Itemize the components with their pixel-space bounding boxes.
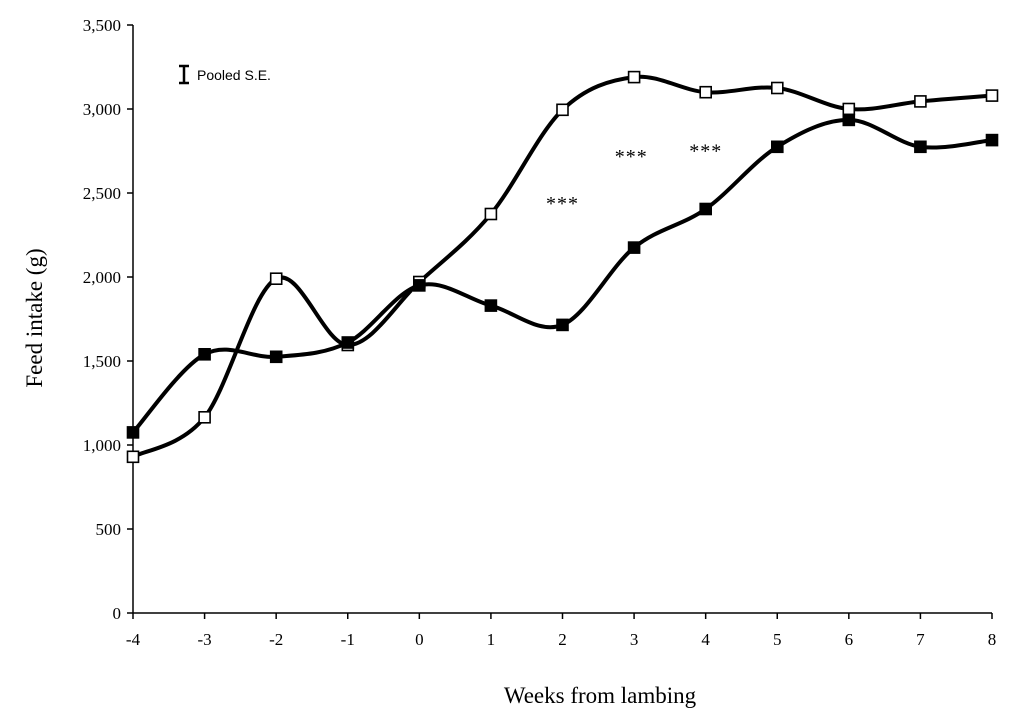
y-tick-label: 500 bbox=[96, 520, 122, 539]
annotations: *** *** *** bbox=[546, 141, 722, 215]
series-1-point bbox=[198, 410, 211, 424]
x-tick-label: 8 bbox=[988, 630, 997, 649]
significance-annotation: *** bbox=[689, 141, 722, 163]
series-lines bbox=[131, 74, 993, 459]
x-tick-label: 3 bbox=[630, 630, 639, 649]
significance-annotation: *** bbox=[546, 193, 579, 215]
legend-label: Pooled S.E. bbox=[197, 67, 271, 83]
x-tick-label: -3 bbox=[197, 630, 211, 649]
series-2-point bbox=[198, 347, 211, 361]
x-tick-label: -4 bbox=[126, 630, 141, 649]
series-1-point bbox=[985, 89, 999, 102]
series-2-point bbox=[126, 426, 140, 439]
x-tick-label: -1 bbox=[341, 630, 355, 649]
series-1-point bbox=[842, 102, 856, 116]
series-1-point bbox=[699, 85, 713, 99]
series-1-point bbox=[556, 103, 569, 117]
significance-annotation: *** bbox=[615, 146, 648, 168]
series-2-point bbox=[699, 202, 713, 216]
x-tick-label: 4 bbox=[701, 630, 710, 649]
x-tick-label: 2 bbox=[558, 630, 567, 649]
series-1-point bbox=[914, 95, 927, 108]
series-2-point bbox=[412, 279, 426, 292]
y-tick-label: 3,500 bbox=[83, 16, 121, 35]
x-tick-label: -2 bbox=[269, 630, 283, 649]
tick-labels: 0 500 1,000 1,500 2,000 2,500 3,000 3,500 -4 -3 -2… bbox=[83, 16, 997, 649]
x-tick-label: 6 bbox=[845, 630, 854, 649]
series-line-2 bbox=[131, 117, 993, 434]
y-tick-label: 3,000 bbox=[83, 100, 121, 119]
y-tick-label: 2,500 bbox=[83, 184, 121, 203]
series-1-point bbox=[126, 450, 140, 464]
series-markers bbox=[126, 70, 999, 464]
series-2-point bbox=[556, 318, 569, 332]
series-2-point bbox=[985, 133, 999, 147]
pooled-se-error-bar-icon bbox=[179, 64, 189, 85]
series-2-point bbox=[627, 241, 641, 254]
series-1-point bbox=[770, 81, 784, 95]
series-1-point bbox=[627, 70, 641, 84]
y-tick-label: 1,500 bbox=[83, 352, 121, 371]
tick-marks bbox=[127, 24, 993, 619]
series-1-point bbox=[269, 272, 283, 286]
series-line-1 bbox=[132, 74, 993, 459]
legend: Pooled S.E. bbox=[179, 64, 271, 85]
series-2-point bbox=[842, 113, 856, 127]
y-tick-label: 1,000 bbox=[83, 436, 121, 455]
y-axis-title: Feed intake (g) bbox=[22, 248, 47, 387]
series-2-point bbox=[269, 350, 283, 364]
x-tick-label: 5 bbox=[773, 630, 782, 649]
series-2-point bbox=[341, 336, 355, 349]
series-2-point bbox=[770, 140, 784, 154]
x-axis-title: Weeks from lambing bbox=[504, 683, 697, 708]
x-tick-label: 1 bbox=[487, 630, 496, 649]
series-2-point bbox=[914, 140, 927, 154]
x-tick-label: 0 bbox=[415, 630, 424, 649]
series-1-point bbox=[484, 207, 498, 221]
y-tick-label: 2,000 bbox=[83, 268, 121, 287]
y-tick-label: 0 bbox=[113, 604, 122, 623]
series-2-point bbox=[484, 299, 498, 312]
x-tick-label: 7 bbox=[916, 630, 925, 649]
